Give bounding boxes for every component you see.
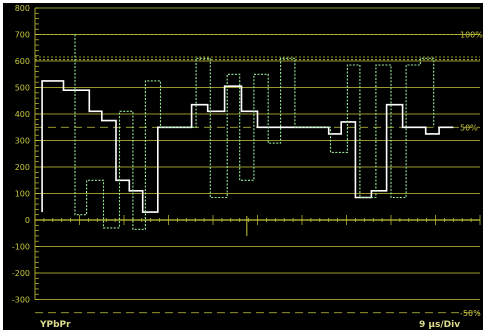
waveform-traces (41, 34, 454, 230)
scale-tick-label: -200 (12, 269, 30, 278)
scale-tick-label: 700 (15, 31, 30, 40)
trace-pbpr (74, 34, 435, 230)
waveform-screen (3, 3, 483, 330)
scale-tick-label: -100 (12, 243, 30, 252)
scale-tick-label: -300 (12, 296, 30, 305)
mode-label: YPbPr (39, 320, 71, 330)
timebase-label: 9 µs/Div (419, 320, 460, 330)
trace-y (41, 80, 454, 213)
percent-label: 50% (460, 123, 478, 132)
scale-tick-label: 800 (15, 4, 30, 13)
scale-tick-label: 0 (25, 216, 30, 225)
scale-tick-label: 600 (15, 57, 30, 66)
scale-tick-label: 200 (15, 163, 30, 172)
scale-tick-label: 400 (15, 110, 30, 119)
scale-tick-label: 300 (15, 137, 30, 146)
percent-label: 100% (460, 31, 483, 40)
scale-tick-label: 100 (15, 190, 30, 199)
scale-labels: 800 700 600 500 400 300 200 100 0 -100 -200 -300 100… (12, 4, 483, 318)
scale-tick-label: 500 (15, 84, 30, 93)
percent-label: -50% (460, 309, 481, 318)
